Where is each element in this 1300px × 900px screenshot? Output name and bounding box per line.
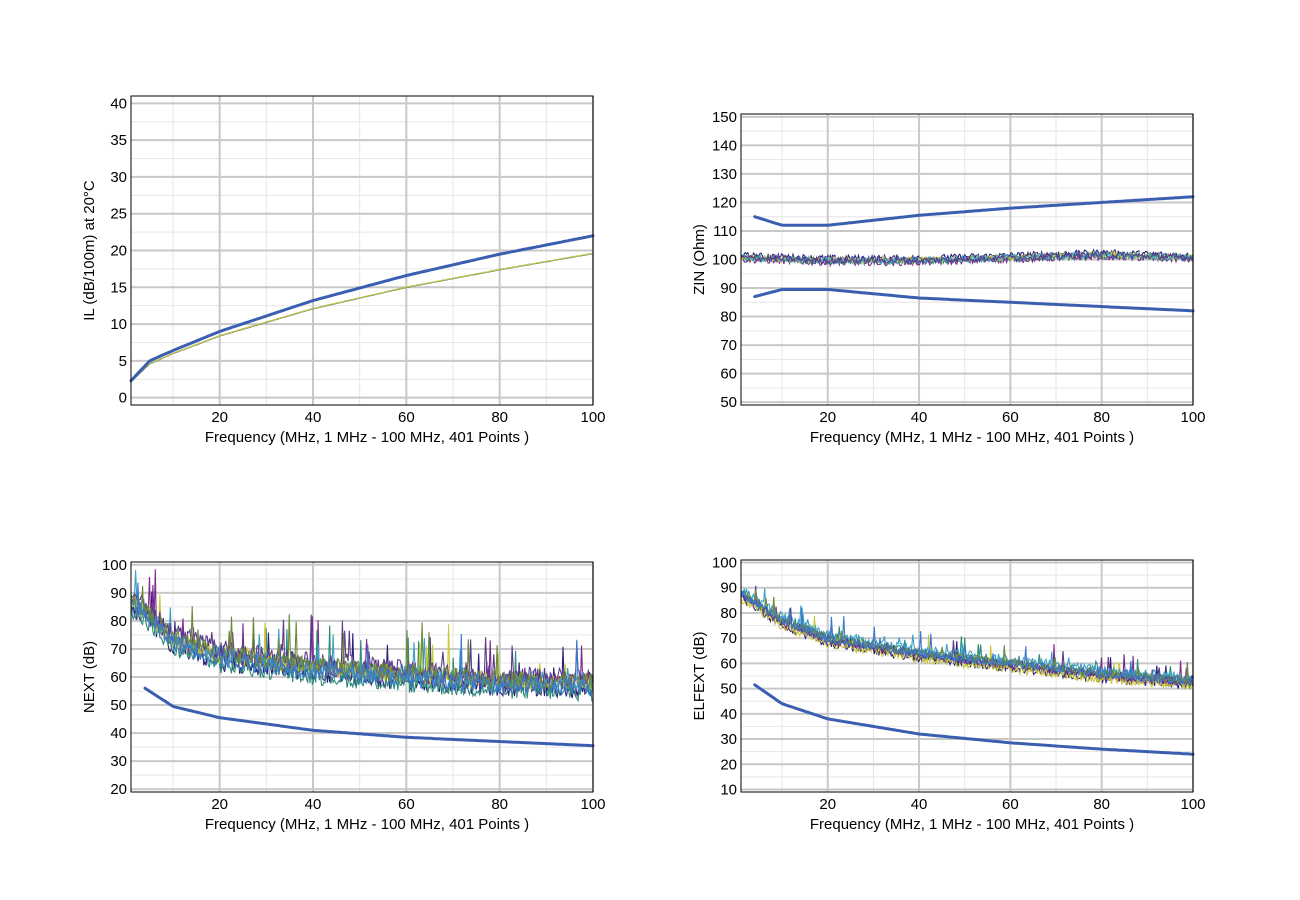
- y-tick-label: 150: [712, 109, 737, 126]
- y-tick-label: 10: [720, 781, 737, 798]
- y-axis-label: ELFEXT (dB): [691, 632, 708, 721]
- measurement-traces: [740, 585, 1194, 690]
- x-tick-label: 60: [1002, 796, 1019, 813]
- x-tick-label: 40: [305, 796, 322, 813]
- y-tick-label: 30: [110, 753, 127, 770]
- x-tick-label: 80: [1093, 409, 1110, 426]
- y-tick-label: 20: [720, 756, 737, 773]
- pair-trace: [740, 250, 1194, 266]
- limit-line: [129, 234, 595, 383]
- chart-il: 20 40 60 80 100 0 5 10 15 20 25 30 35 40 Frequency (MH…: [81, 95, 606, 446]
- plot-frame: [130, 95, 594, 406]
- y-tick-label: 80: [720, 605, 737, 622]
- y-tick-label: 100: [712, 252, 737, 269]
- x-tick-label: 60: [398, 409, 415, 426]
- plot-frame: [130, 561, 594, 793]
- y-tick-label: 90: [720, 280, 737, 297]
- chart-next: 20 40 60 80 100 20 30 40 50 60 70 80 90 100 Frequency …: [81, 557, 606, 833]
- pair-trace: [130, 594, 594, 703]
- x-tick-label: 80: [491, 409, 508, 426]
- y-axis-label: NEXT (dB): [81, 641, 98, 713]
- measurement-traces: [130, 252, 594, 383]
- y-tick-label: 60: [110, 669, 127, 686]
- x-axis-label: Frequency (MHz, 1 MHz - 100 MHz, 401 Poi…: [205, 816, 529, 833]
- x-tick-label: 100: [580, 409, 605, 426]
- gridlines: [741, 560, 1194, 792]
- pair-trace: [130, 252, 594, 382]
- y-tick-label: 140: [712, 137, 737, 154]
- limit-line: [753, 288, 1195, 313]
- limit-line: [753, 683, 1195, 756]
- pair-trace: [740, 588, 1194, 687]
- pair-trace: [130, 582, 594, 697]
- pair-trace: [130, 585, 594, 691]
- y-tick-label: 90: [720, 580, 737, 597]
- x-tick-label: 100: [1180, 409, 1205, 426]
- x-tick-label: 20: [819, 409, 836, 426]
- y-tick-label: 130: [712, 166, 737, 183]
- x-tick-label: 40: [911, 409, 928, 426]
- plot-frame: [740, 559, 1194, 793]
- x-tick-label: 20: [211, 796, 228, 813]
- y-tick-label: 15: [110, 279, 127, 296]
- y-tick-label: 20: [110, 243, 127, 260]
- x-tick-label: 80: [1093, 796, 1110, 813]
- y-tick-label: 50: [720, 394, 737, 411]
- y-tick-label: 70: [110, 641, 127, 658]
- y-tick-label: 80: [720, 309, 737, 326]
- pair-trace: [130, 253, 594, 383]
- plot-frame: [740, 113, 1194, 406]
- y-tick-label: 50: [720, 681, 737, 698]
- y-tick-label: 70: [720, 630, 737, 647]
- y-tick-label: 70: [720, 337, 737, 354]
- y-tick-label: 20: [110, 781, 127, 798]
- y-tick-label: 90: [110, 585, 127, 602]
- x-tick-label: 60: [1002, 409, 1019, 426]
- y-tick-label: 35: [110, 132, 127, 149]
- y-tick-label: 50: [110, 697, 127, 714]
- y-tick-label: 30: [110, 169, 127, 186]
- y-tick-label: 40: [720, 706, 737, 723]
- x-tick-label: 20: [819, 796, 836, 813]
- x-tick-label: 100: [1180, 796, 1205, 813]
- pair-trace: [130, 252, 594, 382]
- x-axis-label: Frequency (MHz, 1 MHz - 100 MHz, 401 Poi…: [205, 429, 529, 446]
- x-tick-label: 40: [305, 409, 322, 426]
- x-tick-label: 40: [911, 796, 928, 813]
- y-tick-label: 0: [119, 390, 127, 407]
- limit-line: [753, 195, 1195, 227]
- y-tick-label: 25: [110, 206, 127, 223]
- y-tick-label: 60: [720, 366, 737, 383]
- x-axis-label: Frequency (MHz, 1 MHz - 100 MHz, 401 Poi…: [810, 816, 1134, 833]
- y-axis-label: ZIN (Ohm): [691, 224, 708, 295]
- y-tick-label: 30: [720, 731, 737, 748]
- measurement-traces: [740, 248, 1194, 268]
- y-tick-label: 40: [110, 725, 127, 742]
- y-tick-label: 40: [110, 95, 127, 112]
- x-tick-label: 60: [398, 796, 415, 813]
- y-tick-label: 100: [712, 555, 737, 572]
- x-tick-label: 100: [580, 796, 605, 813]
- y-tick-label: 10: [110, 316, 127, 333]
- x-tick-label: 20: [211, 409, 228, 426]
- measurement-traces: [130, 569, 594, 703]
- y-tick-label: 80: [110, 613, 127, 630]
- y-tick-label: 60: [720, 655, 737, 672]
- x-axis-label: Frequency (MHz, 1 MHz - 100 MHz, 401 Poi…: [810, 429, 1134, 446]
- x-tick-label: 80: [491, 796, 508, 813]
- y-tick-label: 110: [713, 223, 737, 240]
- pair-trace: [130, 252, 594, 382]
- chart-elfext: 20 40 60 80 100 10 20 30 40 50 60 70 80 90 100 Frequenc…: [691, 555, 1206, 833]
- limit-line: [143, 686, 595, 748]
- chart-zin: 20 40 60 80 100 50 60 70 80 90 100 110 120 130 140 150 F…: [691, 109, 1206, 446]
- y-axis-label: IL (dB/100m) at 20°C: [81, 180, 98, 321]
- y-tick-label: 100: [102, 557, 127, 574]
- y-tick-label: 120: [712, 194, 737, 211]
- y-tick-label: 5: [119, 353, 127, 370]
